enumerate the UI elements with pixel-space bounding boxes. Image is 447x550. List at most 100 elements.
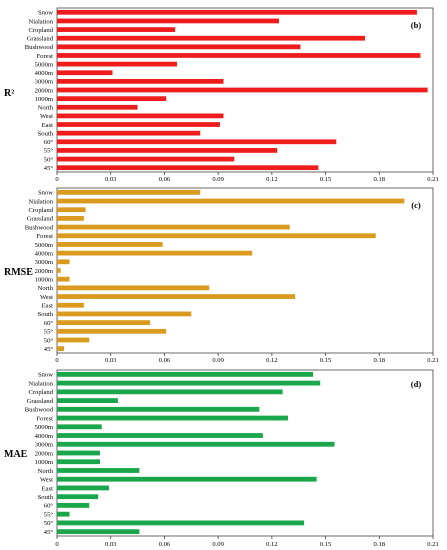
category-label: 50° [44, 337, 54, 344]
x-tick-label: 0 [55, 541, 59, 548]
bar [57, 520, 305, 526]
category-label: East [42, 485, 54, 492]
category-label: Grassland [27, 398, 54, 405]
category-label: 4000m [35, 250, 54, 257]
x-tick-label: 0.12 [266, 357, 278, 364]
x-tick-label: 0.09 [212, 357, 224, 364]
bar [57, 233, 376, 239]
bar [57, 389, 283, 395]
category-label: 2000m [35, 87, 54, 94]
category-label: 3000m [35, 259, 54, 266]
x-tick-label: 0 [55, 176, 59, 183]
bar [57, 242, 163, 247]
category-label: 2000m [35, 268, 54, 275]
panel-label: (c) [411, 200, 421, 210]
category-label: 1000m [35, 96, 54, 103]
bar [57, 35, 365, 41]
bar [57, 371, 314, 377]
x-tick-label: 0.03 [105, 357, 117, 364]
bar [57, 433, 263, 438]
x-tick-label: 0.12 [266, 541, 278, 548]
chart-panel: SnowNialationCroplandGrasslandBushwoodFo… [4, 7, 439, 183]
category-label: South [38, 494, 54, 501]
bar [57, 18, 280, 24]
bar [57, 216, 84, 221]
x-tick-label: 0.12 [266, 176, 278, 183]
x-tick-label: 0.21 [427, 357, 439, 364]
category-label: Forest [37, 415, 54, 422]
category-label: Grassland [27, 216, 54, 223]
bar [57, 276, 70, 282]
bar [57, 503, 90, 508]
bar [57, 207, 86, 213]
bar [57, 311, 192, 317]
category-label: North [38, 285, 54, 292]
bar [57, 165, 319, 171]
category-label: East [42, 122, 54, 129]
x-tick-label: 0.15 [320, 176, 332, 183]
bar [57, 122, 220, 127]
category-label: West [40, 477, 53, 484]
bar [57, 328, 167, 334]
category-label: South [38, 311, 54, 318]
bar [57, 494, 99, 500]
bar [57, 424, 102, 430]
bar [57, 285, 210, 291]
y-axis-label: RMSE [4, 267, 33, 278]
bar [57, 224, 290, 230]
bar [57, 441, 335, 447]
bar [57, 53, 421, 58]
bar [57, 398, 118, 403]
x-tick-label: 0.18 [374, 176, 386, 183]
category-label: 45° [44, 346, 54, 353]
x-tick-label: 0.15 [320, 541, 332, 548]
x-tick-label: 0.18 [374, 357, 386, 364]
bar [57, 406, 260, 412]
x-tick-label: 0.09 [212, 541, 224, 548]
x-tick-label: 0.06 [159, 541, 171, 548]
x-tick-label: 0.03 [105, 176, 117, 183]
x-tick-label: 0.06 [159, 357, 171, 364]
category-label: 60° [44, 320, 54, 327]
panel-label: (b) [411, 20, 422, 30]
bar [57, 294, 296, 299]
bar [57, 320, 151, 325]
category-label: Nialation [28, 18, 53, 25]
bar [57, 78, 224, 84]
plot-frame [56, 369, 434, 537]
x-tick-label: 0.06 [159, 176, 171, 183]
x-tick-label: 0 [55, 357, 59, 364]
category-label: 55° [44, 148, 54, 155]
bar [57, 511, 70, 517]
category-label: 4000m [35, 70, 54, 77]
x-tick-label: 0.09 [212, 176, 224, 183]
chart-panel: SnowNialationCroplandGrasslandBushwoodFo… [4, 369, 439, 548]
bar [57, 476, 317, 482]
category-label: 55° [44, 511, 54, 518]
category-label: West [40, 294, 53, 301]
x-tick-label: 0.03 [105, 541, 117, 548]
category-label: North [38, 468, 54, 475]
category-label: West [40, 113, 53, 120]
category-label: Snow [38, 190, 53, 197]
bar [57, 189, 201, 195]
bar [57, 61, 177, 67]
category-label: 55° [44, 329, 54, 336]
bar [57, 70, 113, 76]
category-label: Forest [37, 233, 54, 240]
bar [57, 250, 253, 256]
category-label: 5000m [35, 242, 54, 249]
bar [57, 302, 84, 308]
category-label: North [38, 105, 54, 112]
category-label: 60° [44, 503, 54, 510]
category-label: 3000m [35, 79, 54, 86]
category-label: 4000m [35, 433, 54, 440]
category-label: Bushwood [25, 44, 54, 51]
bar [57, 380, 321, 386]
category-label: 1000m [35, 459, 54, 466]
category-label: 50° [44, 156, 54, 163]
bar [57, 113, 224, 119]
bar [57, 415, 288, 421]
x-tick-label: 0.21 [427, 541, 439, 548]
